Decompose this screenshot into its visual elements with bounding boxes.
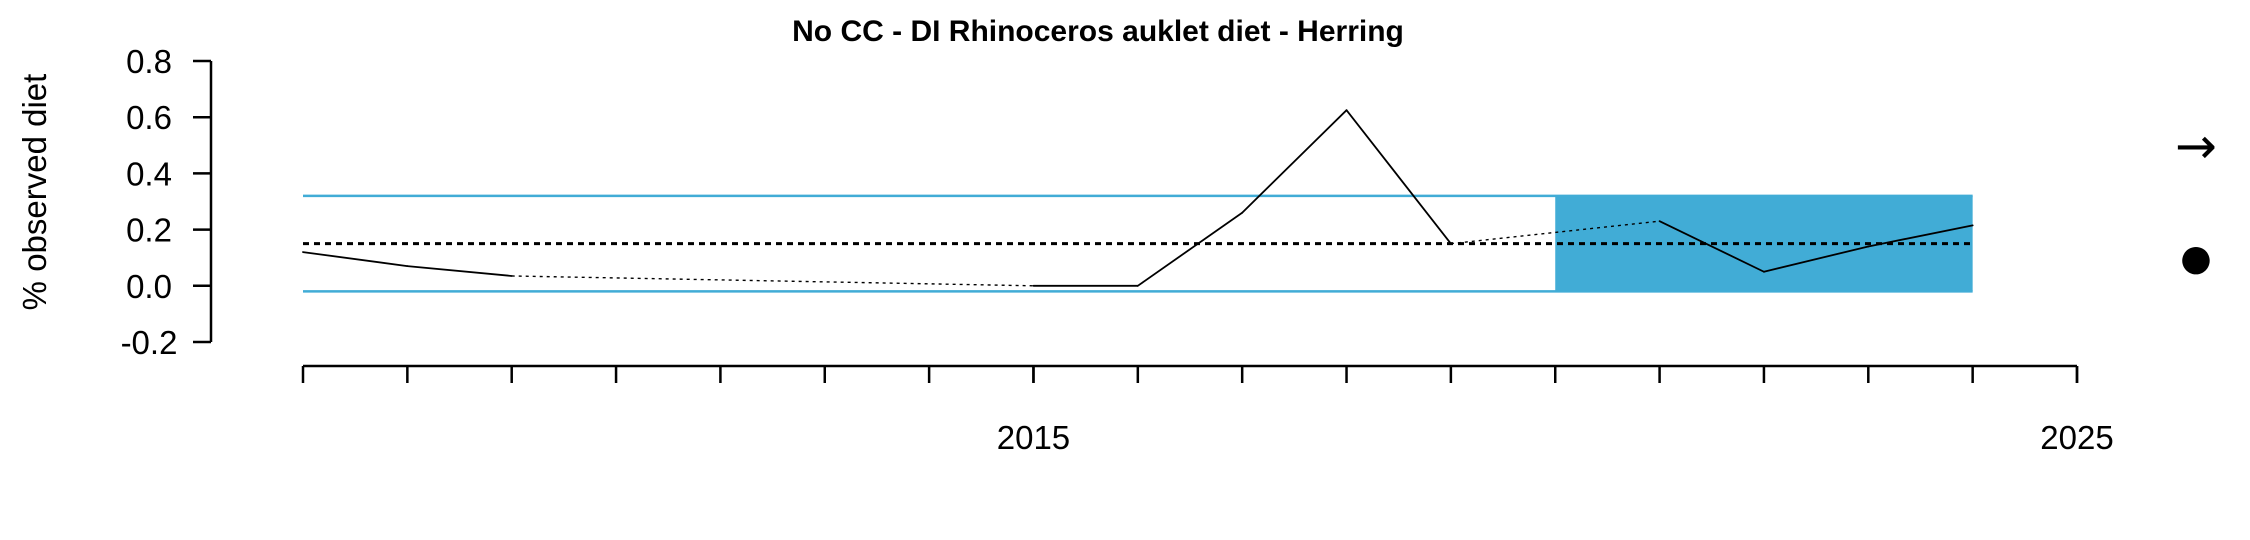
y-tick-label: 0.0 bbox=[126, 268, 172, 305]
series-line-segment bbox=[1658, 220, 1765, 273]
y-tick-label: 0.2 bbox=[126, 212, 172, 249]
series-line-segment bbox=[302, 251, 409, 268]
series-line-segment bbox=[1763, 245, 1870, 273]
y-axis-label: % observed diet bbox=[16, 74, 53, 311]
series-line-segment bbox=[1136, 211, 1244, 287]
series-line-segment bbox=[406, 265, 513, 277]
series-gap-segment bbox=[511, 275, 1034, 287]
y-tick-label: 0.8 bbox=[126, 43, 172, 80]
y-tick-label: 0.4 bbox=[126, 155, 172, 192]
x-tick-label: 2025 bbox=[2040, 419, 2113, 456]
x-axis: 2015 2025 bbox=[301, 364, 2114, 456]
trend-arrow-icon: → bbox=[2175, 117, 2217, 175]
series-line-segment bbox=[1867, 224, 1974, 248]
x-tick-label: 2015 bbox=[997, 419, 1070, 456]
y-axis: -0.2 0.0 0.2 0.4 0.6 0.8 bbox=[121, 43, 213, 361]
mean-dot-icon: ● bbox=[2180, 238, 2211, 279]
y-tick-label: 0.6 bbox=[126, 99, 172, 136]
series-line-segment bbox=[1345, 109, 1452, 245]
chart-title: No CC - DI Rhinoceros auklet diet - Herr… bbox=[792, 15, 1404, 48]
series-line-segment bbox=[1241, 109, 1348, 214]
y-tick-label: -0.2 bbox=[121, 324, 178, 361]
series-layer bbox=[302, 109, 1974, 287]
